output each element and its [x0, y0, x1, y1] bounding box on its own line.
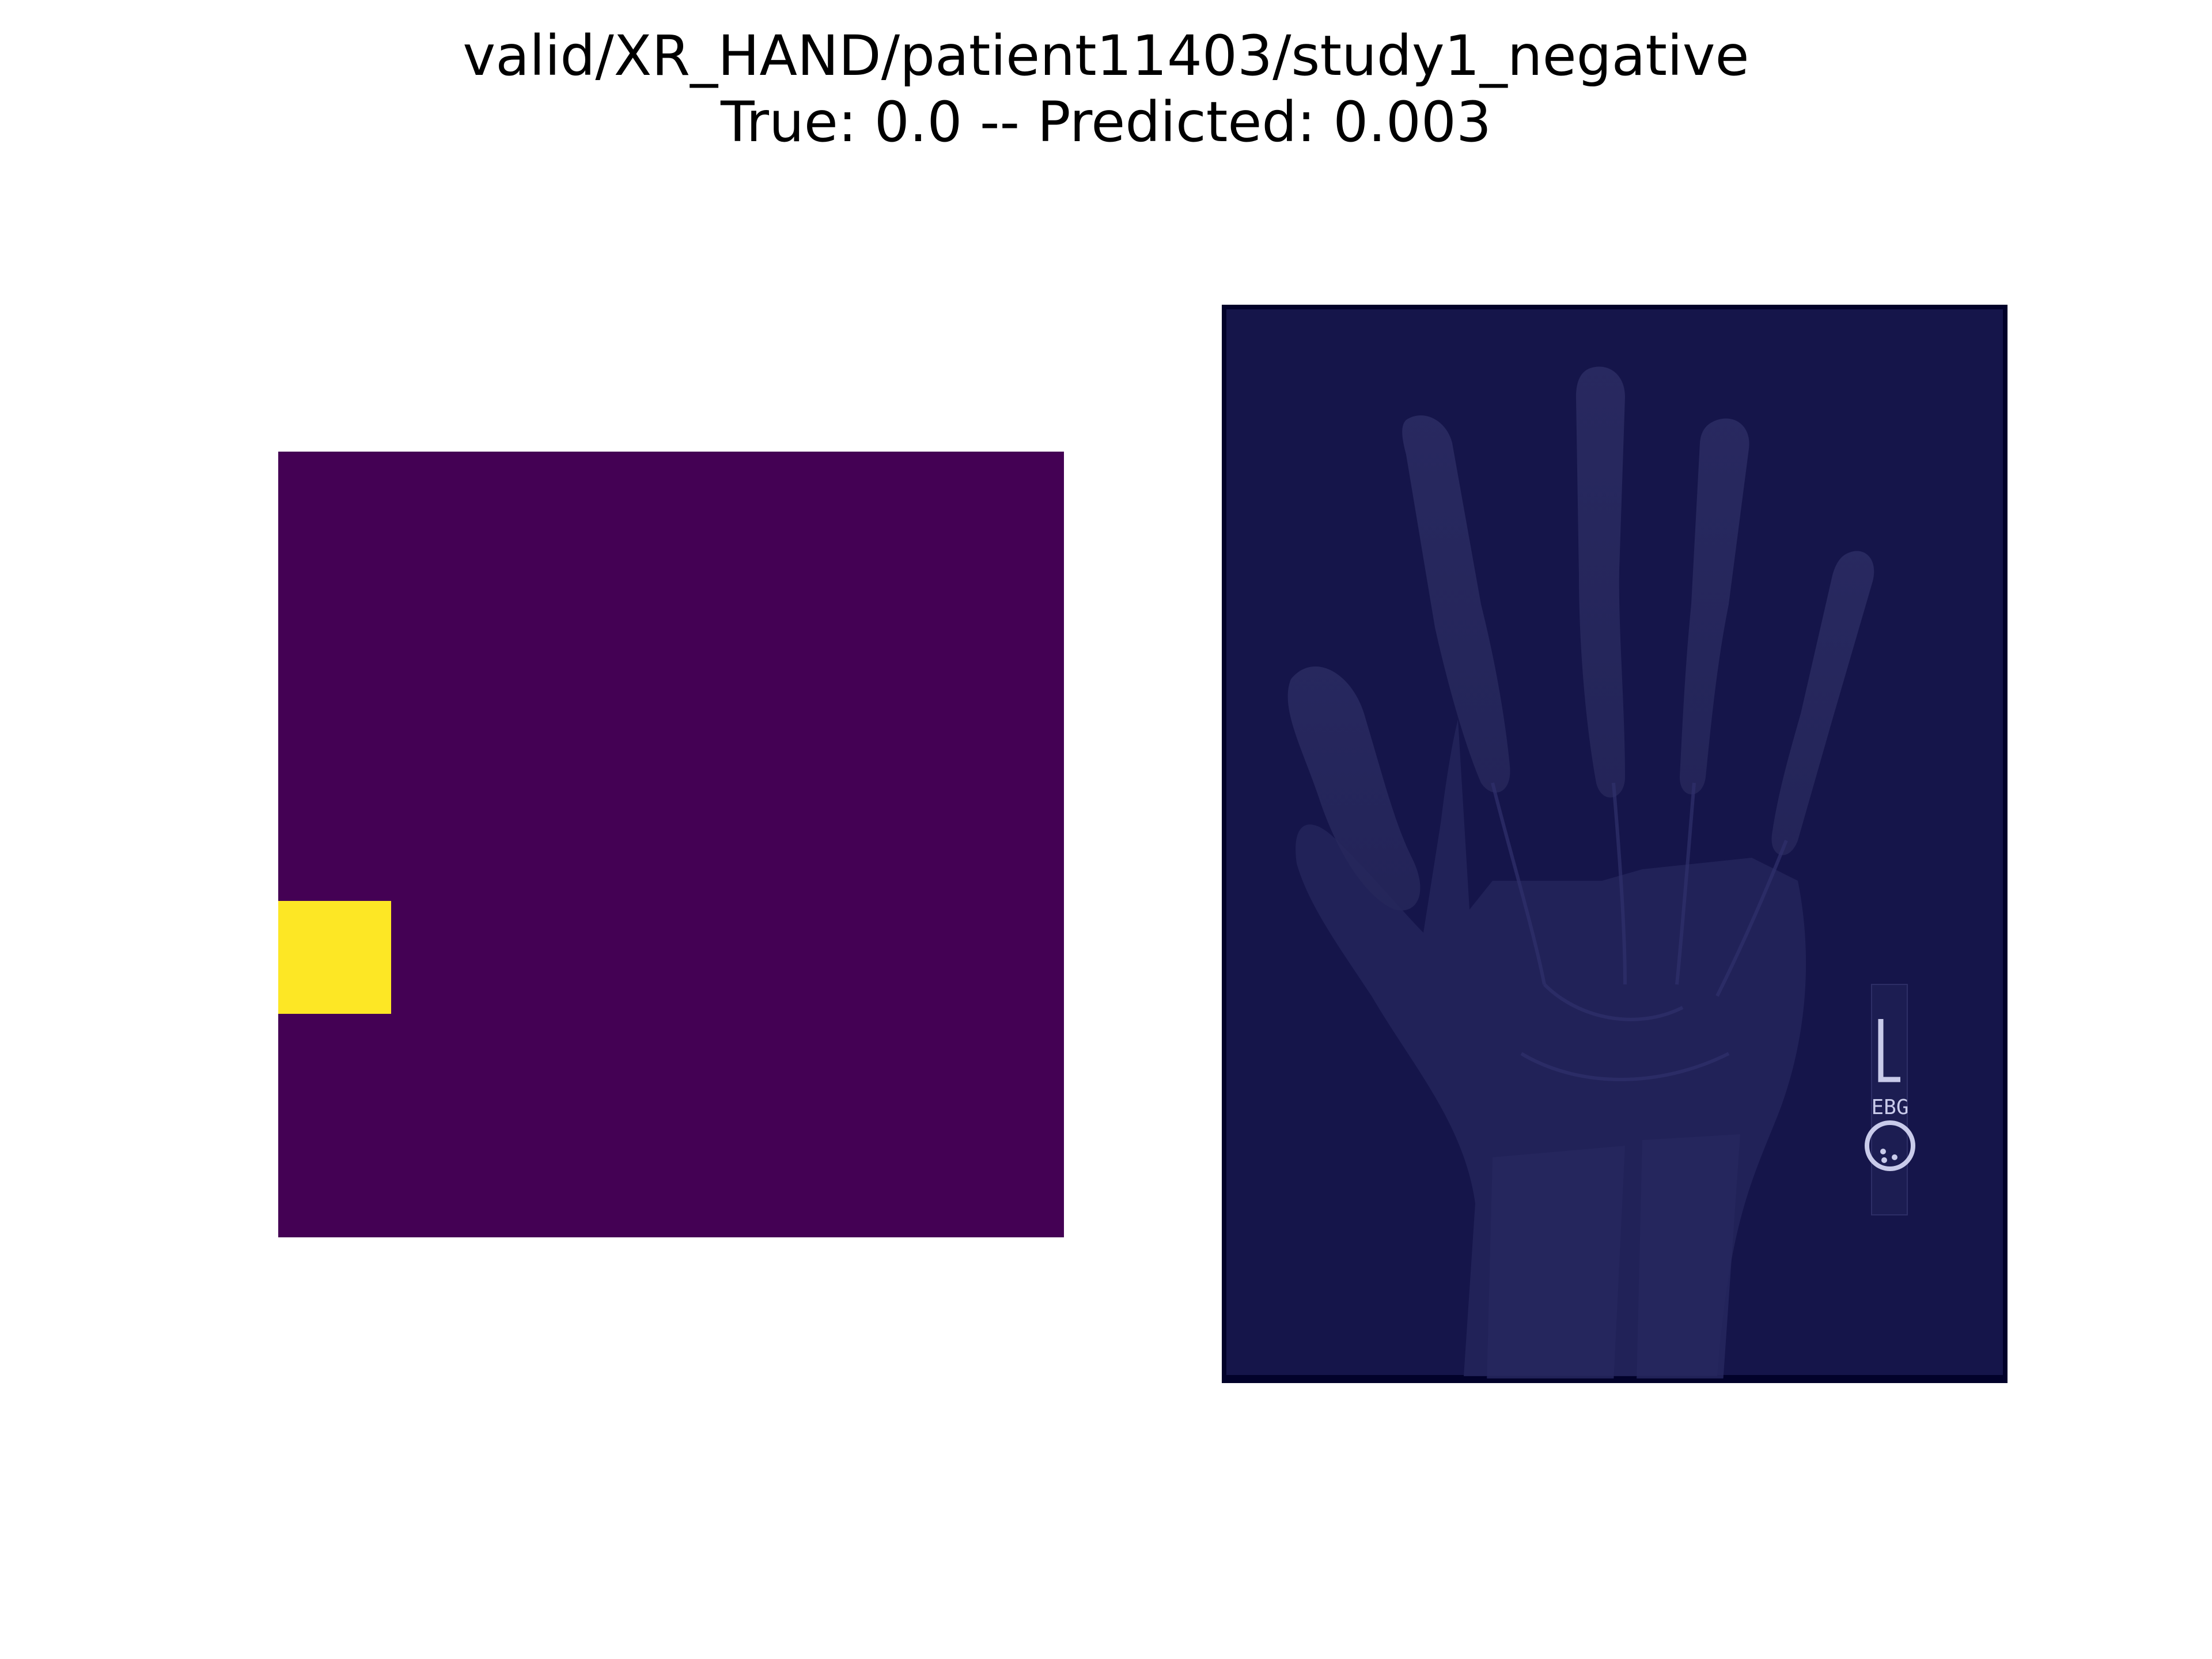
gradcam-heat-region	[1222, 832, 1389, 1166]
side-marker: EBG	[1865, 984, 1915, 1215]
forearm-bones	[1487, 1134, 1740, 1383]
title-path: valid/XR_HAND/patient11403/study1_negati…	[463, 24, 1749, 88]
metacarpal-lines	[1491, 782, 1788, 1081]
xray-image: EBG	[1222, 305, 2008, 1383]
marker-initials: EBG	[1871, 1096, 1908, 1119]
index-finger-bone	[1402, 415, 1510, 793]
title-prediction: True: 0.0 -- Predicted: 0.003	[720, 90, 1492, 154]
thumb-bone	[1287, 666, 1421, 911]
middle-finger-bone	[1576, 366, 1625, 798]
activation-mask-panel	[278, 452, 1064, 1237]
xray-overlay-panel: EBG	[1222, 305, 2008, 1383]
mask-hot-cell	[278, 901, 391, 1014]
ring-finger-bone	[1680, 418, 1749, 794]
little-finger-bone	[1771, 551, 1874, 855]
figure-title: valid/XR_HAND/patient11403/study1_negati…	[0, 23, 2212, 156]
